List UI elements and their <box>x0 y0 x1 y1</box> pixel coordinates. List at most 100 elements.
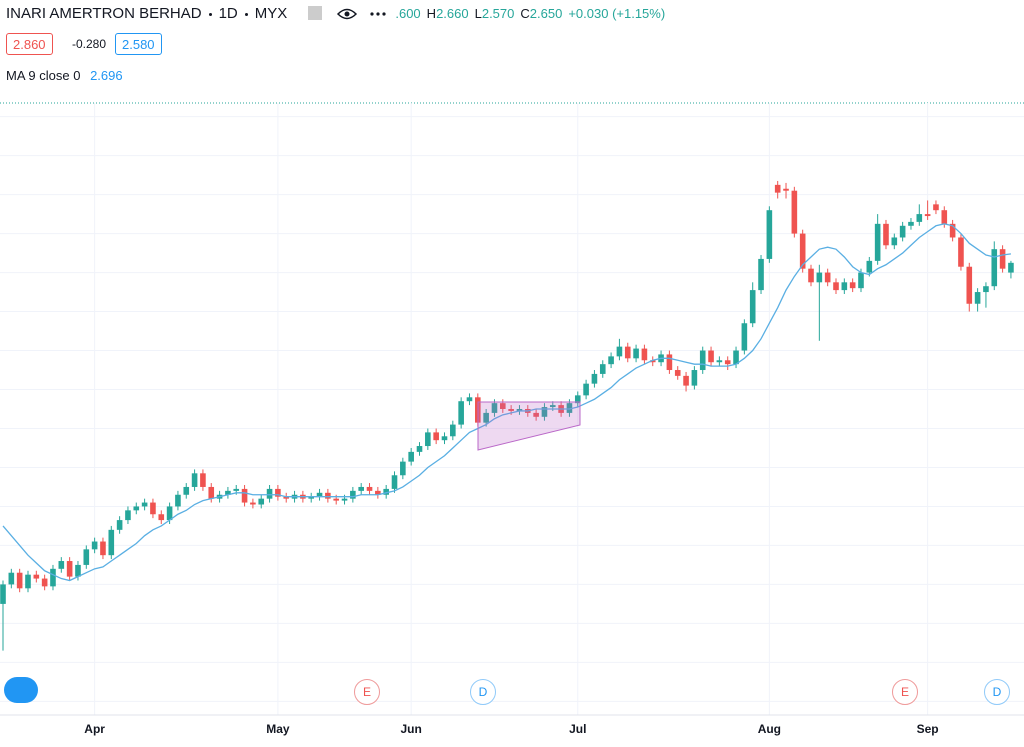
hide-icon[interactable] <box>308 6 322 20</box>
toolbar-icons <box>308 6 386 20</box>
legend-key: H <box>426 6 437 21</box>
candle-body <box>991 249 998 287</box>
candle-body <box>341 498 348 501</box>
earnings-badge[interactable]: E <box>892 679 918 705</box>
candle-body <box>425 432 431 447</box>
candle-body <box>325 492 331 499</box>
candle-body <box>958 237 964 267</box>
dividend-badge[interactable]: D <box>984 679 1010 705</box>
candle-body <box>8 572 15 585</box>
candle-body <box>741 323 748 351</box>
candle-body <box>450 424 456 437</box>
logo-badge[interactable] <box>4 677 38 703</box>
candle-body <box>0 584 6 604</box>
change: +0.030 (+1.15%) <box>568 6 666 21</box>
candle-body <box>133 506 140 511</box>
x-tick-label: Sep <box>917 722 939 736</box>
candle-body <box>50 568 56 587</box>
candle-body <box>283 496 290 499</box>
candle-body <box>641 348 648 361</box>
separator <box>208 12 212 16</box>
eye-pupil <box>344 11 350 17</box>
candle-body <box>824 272 831 283</box>
spread: -0.280 <box>72 37 107 51</box>
legend-value: 2.660 <box>436 6 469 21</box>
candle-body <box>683 375 689 386</box>
candle-body <box>983 286 989 293</box>
candle-body <box>808 268 814 283</box>
candle-body <box>25 574 31 589</box>
candle-body <box>624 346 631 359</box>
candle-body <box>774 184 781 193</box>
candle-body <box>466 397 473 402</box>
candle-body <box>908 221 914 226</box>
candle-body <box>33 574 40 579</box>
candle-body <box>141 502 148 507</box>
ma-line <box>2 223 1012 582</box>
candle-body <box>549 405 556 408</box>
more-dot[interactable] <box>382 12 386 16</box>
candle-body <box>500 403 506 409</box>
candle-body <box>333 498 339 501</box>
candle-body <box>874 223 881 261</box>
candle-body <box>350 490 356 499</box>
candle-body <box>358 486 364 491</box>
x-tick-label: Aug <box>758 722 781 736</box>
interval: 1D <box>218 5 238 22</box>
candle-body <box>308 496 315 499</box>
x-tick-label: May <box>266 722 290 736</box>
candle-body <box>666 354 673 371</box>
candle-body <box>158 514 165 521</box>
dividend-badge[interactable]: D <box>470 679 496 705</box>
legend-key: L <box>474 6 482 21</box>
eye-icon[interactable] <box>336 8 358 20</box>
candle-body <box>574 395 581 404</box>
indicator-legend: MA 9 close 0 2.696 <box>6 68 123 83</box>
indicator-name: MA 9 close 0 <box>6 68 81 83</box>
more-dot[interactable] <box>370 12 374 16</box>
candle-body <box>758 258 764 291</box>
more-dot[interactable] <box>376 12 380 16</box>
candle-body <box>649 360 656 363</box>
legend-value: 2.570 <box>481 6 515 21</box>
candle-body <box>533 412 539 417</box>
legend-key: C <box>520 6 530 21</box>
candle-body <box>458 401 464 425</box>
candle-body <box>258 498 265 505</box>
candle-body <box>941 210 948 224</box>
candle-body <box>916 214 923 222</box>
candle-body <box>583 383 589 396</box>
candle-body <box>716 360 723 363</box>
candle-body <box>408 451 414 462</box>
candle-body <box>724 360 731 365</box>
candle-body <box>266 488 273 499</box>
candle-body <box>866 260 873 273</box>
candle-body <box>516 409 523 411</box>
candle-body <box>674 370 681 376</box>
candle-body <box>849 282 856 289</box>
candle-body <box>691 370 698 386</box>
candle-body <box>250 502 256 505</box>
x-tick-label: Jul <box>569 722 586 736</box>
candle-body <box>391 475 398 489</box>
candle-body <box>1008 262 1014 273</box>
candle-body <box>41 578 48 587</box>
candle-body <box>766 210 773 259</box>
candle-body <box>208 486 215 499</box>
candle-body <box>633 348 639 359</box>
candle-body <box>116 520 123 530</box>
legend-value: 2.600 <box>388 6 421 21</box>
buy-button[interactable]: 2.580 <box>115 33 162 55</box>
candle-body <box>891 237 898 246</box>
symbol-title: INARI AMERTRON BERHAD 1D MYX <box>6 5 287 22</box>
candle-body <box>508 409 514 411</box>
indicator-value: 2.696 <box>90 68 123 83</box>
candle-body <box>699 350 706 371</box>
triangle-pattern <box>477 401 581 451</box>
candle-body <box>749 290 756 324</box>
candle-body <box>949 223 956 238</box>
candle-body <box>83 549 90 565</box>
sell-button[interactable]: 2.860 <box>6 33 53 55</box>
earnings-badge[interactable]: E <box>354 679 380 705</box>
candle-body <box>541 407 548 417</box>
